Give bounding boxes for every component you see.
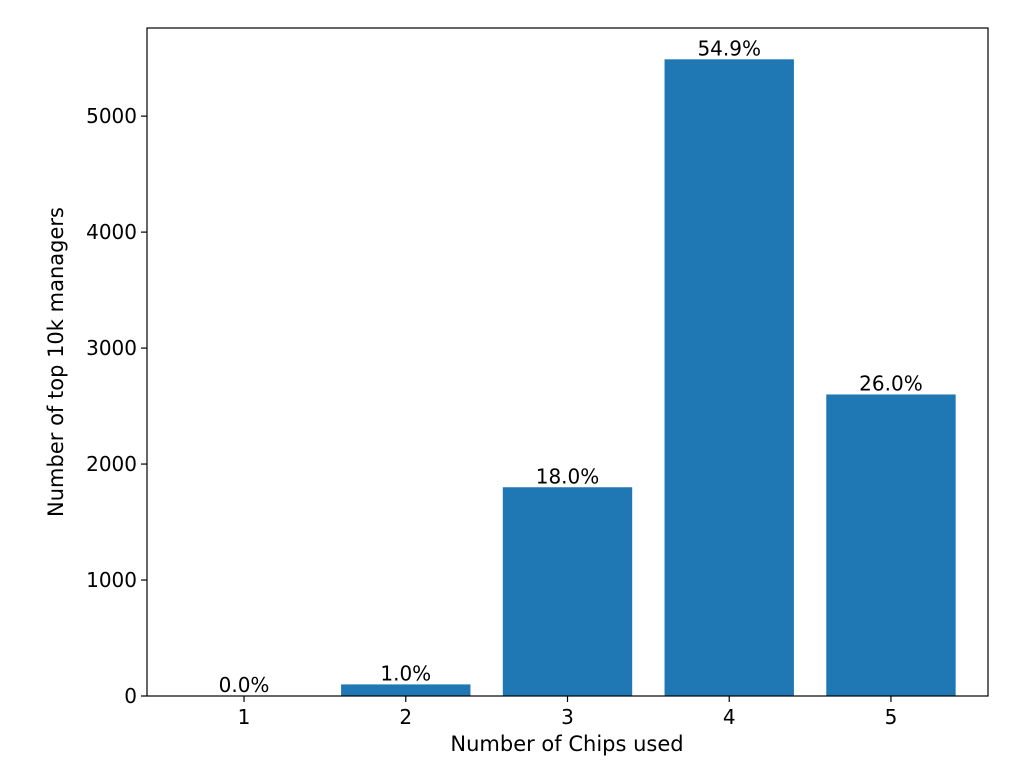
bar-3 [502, 487, 633, 696]
y-tick-label-0: 0 [124, 684, 137, 708]
y-axis-label: Number of top 10k managers [44, 207, 68, 517]
bars-group [341, 59, 956, 697]
data-label-2: 1.0% [380, 661, 431, 685]
y-tick-label-2000: 2000 [86, 452, 137, 476]
data-label-5: 26.0% [859, 371, 923, 395]
y-tick-label-4000: 4000 [86, 220, 137, 244]
data-label-4: 54.9% [697, 36, 761, 60]
y-axis: 0 1000 2000 3000 4000 5000 [86, 104, 147, 708]
data-labels-group: 0.0% 1.0% 18.0% 54.9% 26.0% [219, 36, 923, 697]
x-tick-label-3: 3 [561, 705, 574, 729]
bar-5 [826, 394, 956, 696]
x-tick-label-5: 5 [885, 705, 898, 729]
x-axis: 1 2 3 4 5 [238, 696, 898, 729]
data-label-1: 0.0% [219, 673, 270, 697]
bar-4 [664, 59, 794, 697]
y-tick-label-1000: 1000 [86, 568, 137, 592]
data-label-3: 18.0% [536, 464, 600, 488]
y-tick-label-3000: 3000 [86, 336, 137, 360]
x-tick-label-1: 1 [238, 705, 251, 729]
x-tick-label-2: 2 [399, 705, 412, 729]
bar-2 [341, 684, 471, 696]
y-tick-label-5000: 5000 [86, 104, 137, 128]
x-axis-label: Number of Chips used [450, 732, 683, 756]
x-tick-label-4: 4 [723, 705, 736, 729]
